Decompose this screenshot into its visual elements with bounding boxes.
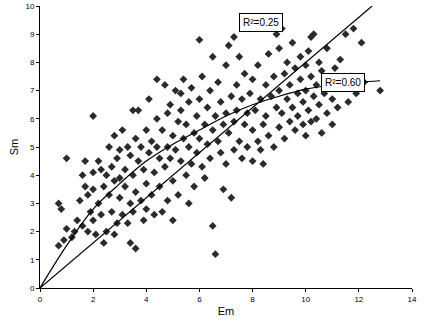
svg-text:4: 4 xyxy=(30,171,35,180)
svg-text:6: 6 xyxy=(30,115,35,124)
svg-text:R²=0.60: R²=0.60 xyxy=(325,77,361,88)
svg-text:12: 12 xyxy=(354,295,363,304)
svg-text:9: 9 xyxy=(30,30,35,39)
svg-text:2: 2 xyxy=(91,295,96,304)
svg-text:14: 14 xyxy=(408,295,417,304)
svg-text:2: 2 xyxy=(30,227,35,236)
svg-text:10: 10 xyxy=(301,295,310,304)
svg-text:Sm: Sm xyxy=(8,139,20,156)
svg-text:3: 3 xyxy=(30,199,35,208)
svg-text:R²=0.25: R²=0.25 xyxy=(243,17,279,28)
svg-text:10: 10 xyxy=(25,2,34,11)
svg-text:6: 6 xyxy=(197,295,202,304)
svg-text:Em: Em xyxy=(218,305,235,317)
svg-text:1: 1 xyxy=(30,256,35,265)
svg-text:0: 0 xyxy=(30,284,35,293)
svg-text:7: 7 xyxy=(30,86,35,95)
svg-text:8: 8 xyxy=(30,58,35,67)
svg-text:8: 8 xyxy=(250,295,255,304)
svg-text:5: 5 xyxy=(30,143,35,152)
svg-text:0: 0 xyxy=(38,295,43,304)
svg-text:4: 4 xyxy=(144,295,149,304)
